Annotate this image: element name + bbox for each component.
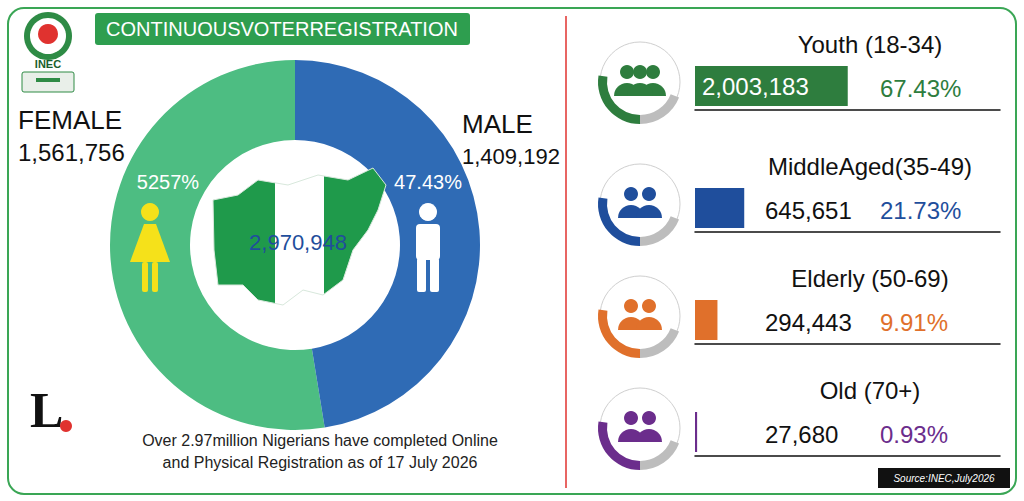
svg-text:1,561,756: 1,561,756 [18, 139, 125, 166]
svg-text:and Physical Registration as o: and Physical Registration as of 17 July … [163, 454, 478, 471]
svg-text:67.43%: 67.43% [880, 75, 961, 102]
svg-text:5257%: 5257% [137, 171, 199, 193]
svg-text:21.73%: 21.73% [880, 197, 961, 224]
svg-text:27,680: 27,680 [765, 421, 838, 448]
svg-text:2,970,948: 2,970,948 [249, 230, 347, 255]
svg-text:645,651: 645,651 [765, 197, 852, 224]
svg-text:Youth (18-34): Youth (18-34) [798, 31, 943, 58]
svg-text:Source:INEC,July2026: Source:INEC,July2026 [893, 473, 995, 484]
svg-text:MiddleAged(35-49): MiddleAged(35-49) [768, 153, 972, 180]
svg-text:294,443: 294,443 [765, 309, 852, 336]
svg-text:9.91%: 9.91% [880, 309, 948, 336]
svg-text:47.43%: 47.43% [394, 171, 462, 193]
svg-text:CONTINUOUSVOTERREGISTRATION: CONTINUOUSVOTERREGISTRATION [106, 18, 458, 40]
svg-text:1,409,192: 1,409,192 [462, 144, 560, 169]
svg-text:Old (70+): Old (70+) [820, 377, 921, 404]
svg-text:2,003,183: 2,003,183 [702, 73, 809, 100]
svg-text:MALE: MALE [462, 109, 533, 139]
svg-text:L: L [30, 382, 63, 438]
svg-text:Elderly (50-69): Elderly (50-69) [791, 265, 948, 292]
svg-text:Over 2.97million Nigerians hav: Over 2.97million Nigerians have complete… [142, 432, 498, 449]
svg-text:0.93%: 0.93% [880, 421, 948, 448]
svg-text:FEMALE: FEMALE [18, 105, 122, 135]
svg-text:INEC: INEC [35, 58, 61, 70]
